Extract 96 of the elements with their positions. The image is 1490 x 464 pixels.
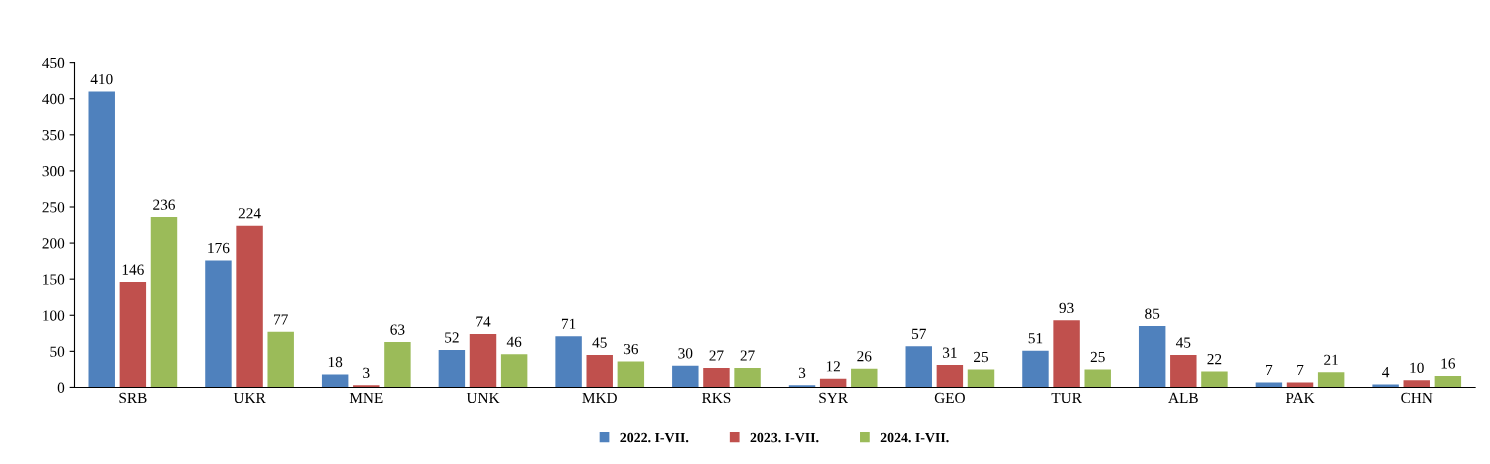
data-label: 85 (1145, 308, 1160, 319)
bar (1317, 372, 1345, 388)
bar (88, 91, 115, 388)
data-label: 74 (476, 316, 491, 327)
y-tick-label: 400 (42, 93, 65, 105)
data-label: 224 (238, 208, 261, 219)
bar (936, 365, 964, 388)
x-tick-label: GEO (934, 392, 965, 404)
bar (321, 374, 349, 388)
data-label: 30 (678, 348, 693, 359)
data-label: 12 (826, 361, 840, 372)
bar (1084, 369, 1111, 388)
bar (1053, 320, 1080, 388)
data-label: 4 (1382, 367, 1390, 378)
data-label: 57 (912, 328, 926, 340)
data-label: 77 (274, 314, 288, 325)
bar (734, 367, 761, 388)
data-label: 93 (1059, 302, 1074, 314)
x-tick-label: MNE (349, 392, 383, 403)
x-tick-label: UNK (466, 392, 500, 404)
data-label: 3 (363, 367, 370, 378)
data-label: 25 (974, 351, 989, 363)
data-label: 176 (208, 242, 230, 254)
data-label: 236 (153, 199, 175, 210)
bar (1201, 371, 1228, 388)
data-label: 52 (445, 332, 459, 343)
bar (1434, 375, 1462, 388)
x-tick-label: RKS (702, 392, 731, 404)
data-label: 27 (709, 350, 724, 361)
x-tick-label: UKR (233, 392, 266, 404)
bar (1170, 354, 1197, 388)
x-tick-label: PAK (1285, 392, 1315, 403)
bar (851, 368, 878, 388)
bar (384, 341, 411, 388)
bar (150, 217, 178, 388)
x-tick-label: ALB (1168, 392, 1198, 403)
data-label: 71 (561, 318, 576, 329)
bar (267, 331, 294, 388)
bar (1403, 380, 1430, 388)
bar (205, 260, 232, 388)
y-tick-label: 0 (57, 382, 65, 393)
bar (703, 367, 730, 388)
data-label: 146 (122, 264, 144, 275)
x-tick-label: MKD (582, 392, 617, 403)
data-label: 21 (1324, 354, 1338, 365)
data-label: 51 (1028, 333, 1043, 344)
bar (438, 349, 466, 388)
data-label: 46 (506, 336, 522, 347)
data-label: 63 (390, 324, 405, 335)
y-tick-label: 250 (42, 202, 65, 213)
x-tick-label: CHN (1401, 392, 1433, 404)
data-label: 3 (798, 367, 806, 378)
data-label: 36 (623, 343, 639, 355)
bar (500, 354, 528, 388)
data-label: 25 (1090, 351, 1105, 363)
legend-label: 2022. I-VII. (620, 432, 689, 443)
y-tick-label: 50 (50, 346, 65, 357)
data-label: 16 (1441, 358, 1456, 369)
bar (1022, 350, 1049, 388)
data-label: 10 (1410, 362, 1424, 373)
bar (1138, 326, 1166, 388)
data-label: 22 (1207, 354, 1222, 365)
x-tick-label: SRB (119, 392, 147, 404)
data-label: 45 (1175, 337, 1191, 348)
y-tick-label: 300 (42, 166, 65, 177)
bar (905, 346, 932, 388)
bar (819, 378, 847, 388)
bar (586, 354, 613, 388)
data-label: 45 (592, 337, 607, 348)
data-label: 31 (942, 347, 957, 358)
bar (1286, 382, 1314, 388)
bar (788, 385, 816, 388)
data-label: 18 (328, 356, 343, 368)
x-tick-label: TUR (1051, 392, 1082, 404)
bar (353, 385, 380, 388)
y-tick-label: 350 (42, 129, 65, 141)
bar (469, 334, 497, 388)
data-label: 26 (857, 351, 872, 362)
data-label: 7 (1266, 364, 1273, 375)
bar (617, 361, 645, 388)
data-label: 7 (1297, 364, 1304, 375)
y-tick-label: 150 (43, 274, 65, 285)
bar (555, 336, 582, 388)
y-tick-label: 100 (43, 310, 65, 321)
bar (236, 225, 263, 388)
bar (119, 282, 147, 388)
x-tick-label: SYR (819, 392, 848, 404)
bar (672, 365, 699, 388)
bar (967, 369, 995, 388)
data-label: 410 (90, 73, 113, 85)
y-tick-label: 200 (42, 238, 65, 249)
legend-label: 2023. I-VII. (750, 432, 819, 443)
y-tick-label: 450 (42, 57, 65, 69)
data-label: 27 (740, 350, 755, 361)
legend-label: 2024. I-VII. (880, 432, 949, 443)
bar (1255, 382, 1283, 388)
